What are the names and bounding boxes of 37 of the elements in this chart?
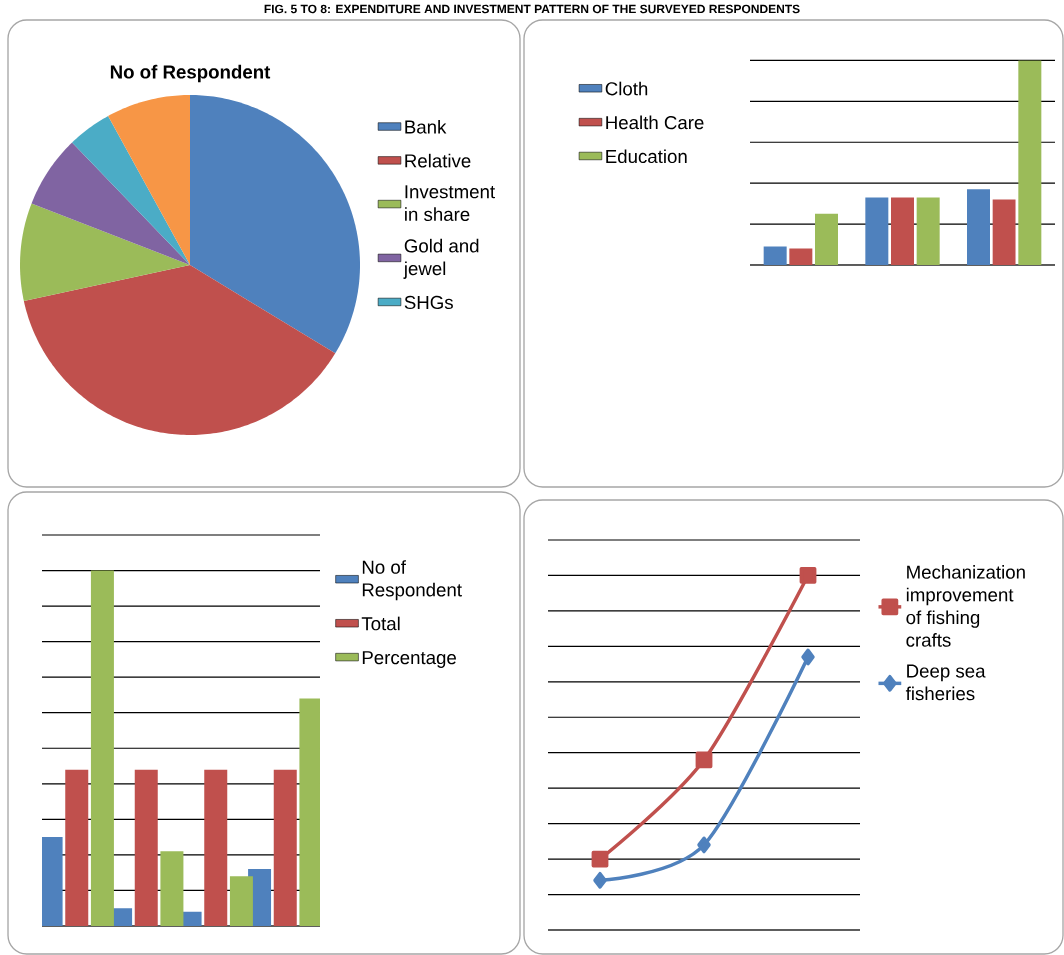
bar (90, 570, 114, 926)
bar (229, 876, 253, 926)
point (799, 567, 817, 584)
bar (891, 197, 914, 265)
bar (160, 851, 184, 926)
caption: FIG. 5 TO 8: EXPENDITURE AND INVESTMENT PATTERN OF THE SURVEYED RESPONDENTS (264, 4, 800, 14)
bar (134, 769, 158, 926)
legend-label: Investment in share (405, 185, 495, 222)
bar (1018, 60, 1042, 265)
legend-label: Education (606, 149, 687, 164)
bar (992, 199, 1016, 265)
bar (815, 213, 838, 265)
legend-label: Relative (405, 153, 471, 168)
legend-label: No of Respondent (362, 560, 462, 601)
legend-label: Deep sea fisheries (905, 664, 986, 701)
bar (789, 248, 813, 265)
point (593, 871, 607, 889)
bar (65, 769, 89, 926)
legend-label: Gold and jewel (403, 238, 479, 279)
point (801, 648, 815, 666)
legend-label: SHGs (404, 295, 453, 310)
point (695, 751, 713, 769)
bar (865, 197, 889, 265)
legend-label: Percentage (362, 651, 456, 668)
legend-label: Total (361, 616, 400, 631)
point (591, 850, 609, 868)
legend-label: Bank (405, 119, 447, 134)
bar (916, 197, 940, 265)
legend-label: Mechanization improvement of fishing crafts (906, 565, 1025, 647)
bar (967, 189, 991, 265)
bar (273, 769, 297, 926)
legend-label: Cloth (605, 81, 648, 96)
chart-title: No of Respondent (110, 64, 271, 83)
point (697, 836, 711, 854)
bar (763, 246, 787, 265)
legend-label: Health Care (606, 115, 704, 130)
bar (204, 769, 228, 926)
